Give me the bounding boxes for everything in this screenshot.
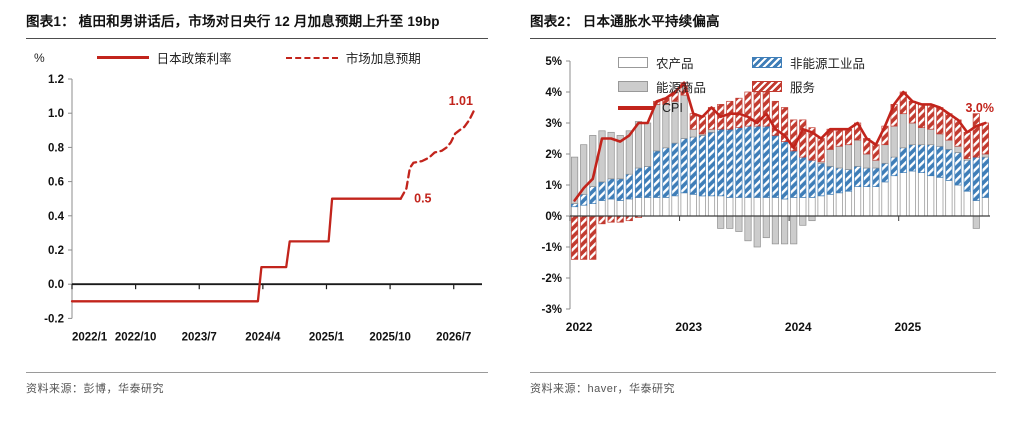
svg-text:4%: 4% xyxy=(545,87,562,99)
policy-rate-chart: -0.2 0.0 0.2 0.4 0.6 0.8 1.0 1.2 2022/1 2022/10 20… xyxy=(44,74,482,343)
figure1-source: 资料来源：彭博，华泰研究 xyxy=(26,372,488,396)
figure2-chart-area: 5% 4% 3% 2% 1% 0% -1% -2% -3% 2022 2023 2024 2025 3.0… xyxy=(530,53,996,364)
svg-text:2%: 2% xyxy=(545,149,562,161)
legend-label: 日本政策利率 xyxy=(156,52,232,66)
figure2-title: 图表2： 日本通胀水平持续偏高 xyxy=(530,10,996,39)
svg-text:2026/7: 2026/7 xyxy=(436,331,471,343)
svg-text:2025/10: 2025/10 xyxy=(369,331,411,343)
svg-text:0.5: 0.5 xyxy=(414,192,431,206)
svg-text:2022: 2022 xyxy=(566,320,593,334)
legend-item-policy-rate: 日本政策利率 xyxy=(96,48,232,67)
legend-label: 农产品 xyxy=(656,57,694,71)
svg-text:3%: 3% xyxy=(545,118,562,130)
legend-item-energy: 能源商品 xyxy=(618,77,706,96)
cpi-contribution-chart: 5% 4% 3% 2% 1% 0% -1% -2% -3% 2022 2023 2024 2025 3.0… xyxy=(542,56,995,334)
figure2-panel: 图表2： 日本通胀水平持续偏高 5% 4% 3% 2% 1% 0% -1% -2% -3% 202… xyxy=(512,0,1024,424)
svg-text:0.8: 0.8 xyxy=(48,142,65,154)
legend-label: 非能源工业品 xyxy=(790,57,866,71)
figure1-title: 图表1： 植田和男讲话后，市场对日央行 12 月加息预期上升至 19bp xyxy=(26,10,488,39)
svg-text:0%: 0% xyxy=(545,211,562,223)
dashed-line-swatch xyxy=(285,56,338,59)
legend-item-hike-expectation: 市场加息预期 xyxy=(285,48,421,67)
figure1-legend-row: % 日本政策利率 市场加息预期 xyxy=(26,48,488,67)
y-axis-unit-label: % xyxy=(34,50,45,65)
svg-text:1.01: 1.01 xyxy=(449,94,473,108)
legend-label: 服务 xyxy=(790,81,816,95)
svg-text:2022/1: 2022/1 xyxy=(72,331,108,343)
legend-label: CPI xyxy=(662,101,683,115)
figure2-source: 资料来源：haver，华泰研究 xyxy=(530,372,996,396)
legend-item-agricultural: 农产品 xyxy=(618,53,706,72)
svg-text:0.4: 0.4 xyxy=(48,211,65,223)
cpi-line-swatch xyxy=(618,106,654,110)
figure1-chart-area: -0.2 0.0 0.2 0.4 0.6 0.8 1.0 1.2 2022/1 2022/10 20… xyxy=(26,69,488,372)
figure1-panel: 图表1： 植田和男讲话后，市场对日央行 12 月加息预期上升至 19bp % 日… xyxy=(26,10,488,396)
legend-item-services: 服务 xyxy=(752,77,865,96)
legend-item-cpi: CPI xyxy=(618,101,706,115)
figure1-legend: 日本政策利率 市场加息预期 xyxy=(96,48,421,67)
figure2-legend: 农产品 非能源工业品 能源商品 服务 CPI xyxy=(618,53,865,115)
blue-hatch-swatch xyxy=(752,57,783,68)
svg-text:-1%: -1% xyxy=(542,242,562,254)
svg-text:2022/10: 2022/10 xyxy=(115,331,157,343)
svg-text:-3%: -3% xyxy=(542,304,562,316)
svg-text:2023/7: 2023/7 xyxy=(182,331,217,343)
svg-text:0.2: 0.2 xyxy=(48,245,64,257)
red-hatch-swatch xyxy=(752,81,783,92)
legend-label: 市场加息预期 xyxy=(345,52,421,66)
svg-text:3.0%: 3.0% xyxy=(966,101,995,115)
legend-item-nonenergy-industrial: 非能源工业品 xyxy=(752,53,865,72)
svg-text:2023: 2023 xyxy=(675,320,702,334)
solid-line-swatch xyxy=(96,56,149,59)
svg-text:2025: 2025 xyxy=(894,320,921,334)
legend-label: 能源商品 xyxy=(656,81,707,95)
svg-text:-0.2: -0.2 xyxy=(44,313,64,325)
gray-bar-swatch xyxy=(618,81,648,92)
svg-text:2024: 2024 xyxy=(785,320,812,334)
svg-text:2024/4: 2024/4 xyxy=(245,331,281,343)
white-bar-swatch xyxy=(618,57,648,68)
svg-text:1.2: 1.2 xyxy=(48,74,64,86)
svg-text:0.6: 0.6 xyxy=(48,177,64,189)
svg-text:5%: 5% xyxy=(545,56,562,68)
svg-text:-2%: -2% xyxy=(542,273,562,285)
svg-text:1%: 1% xyxy=(545,180,562,192)
svg-text:1.0: 1.0 xyxy=(48,108,64,120)
svg-text:0.0: 0.0 xyxy=(48,279,64,291)
svg-text:2025/1: 2025/1 xyxy=(309,331,345,343)
